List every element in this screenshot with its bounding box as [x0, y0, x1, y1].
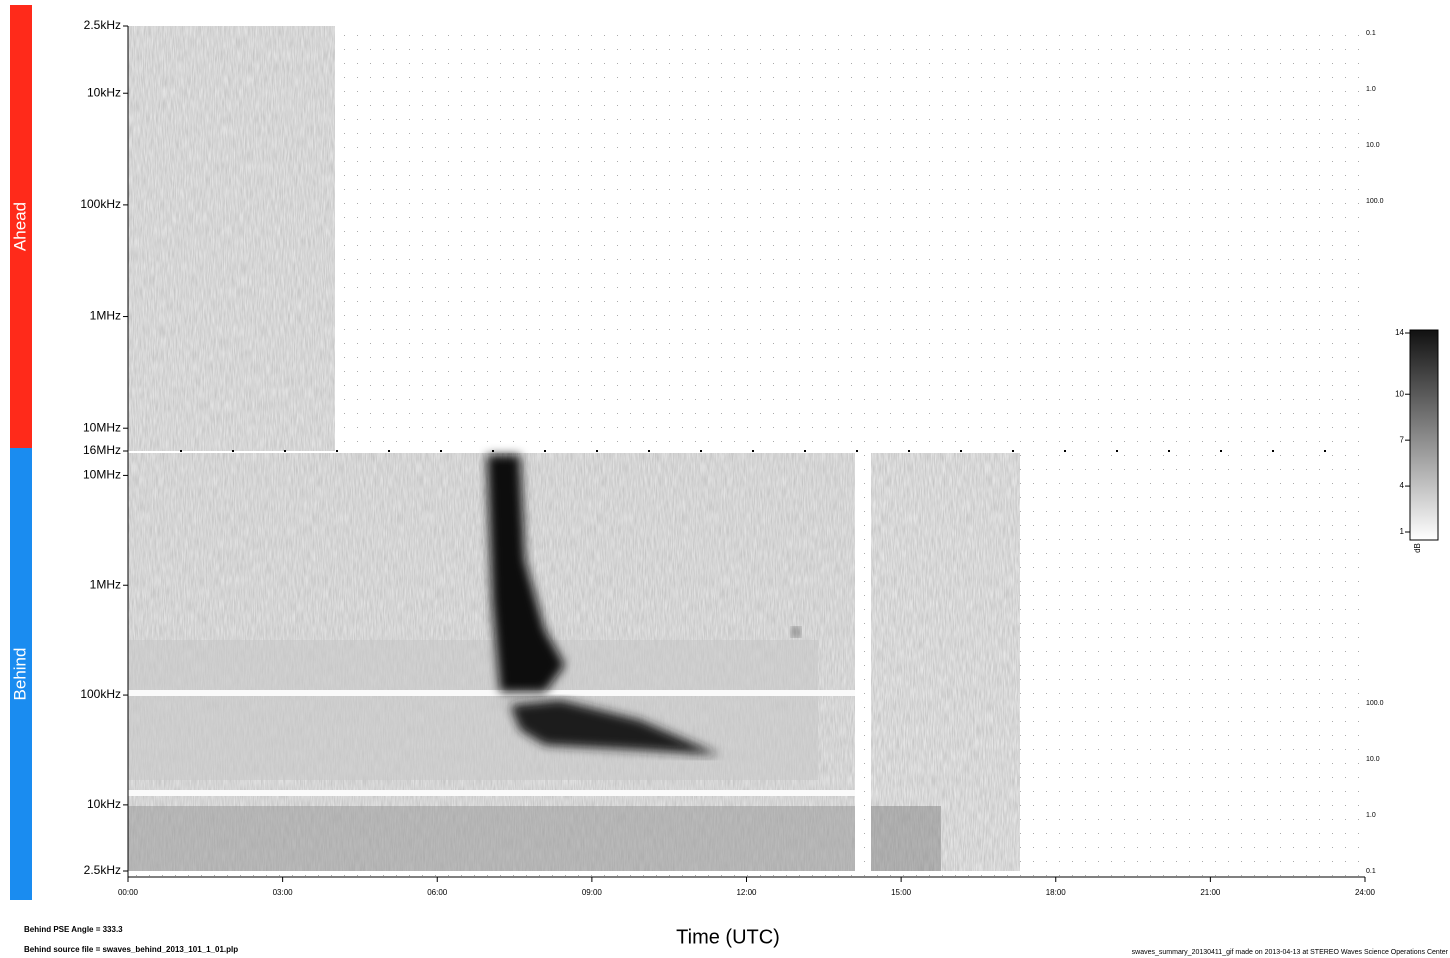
separator-dot: [232, 450, 234, 452]
right-label: 0.1: [1366, 30, 1376, 37]
y-tick-label: 100kHz: [80, 197, 121, 211]
x-tick-label: 15:00: [891, 888, 912, 897]
y-tick-label: 2.5kHz: [84, 863, 121, 877]
separator-dot: [440, 450, 442, 452]
y-tick-label: 10MHz: [83, 468, 121, 482]
separator-dot: [700, 450, 702, 452]
y-tick-label: 2.5kHz: [84, 18, 121, 32]
right-label: 100.0: [1366, 700, 1384, 707]
colorbar-unit: dB: [1413, 543, 1422, 553]
x-axis-title: Time (UTC): [676, 926, 780, 948]
right-label: 10.0: [1366, 756, 1380, 763]
footer-note: Behind source file = swaves_behind_2013_…: [24, 945, 238, 954]
separator-dot: [908, 450, 910, 452]
separator-dot: [336, 450, 338, 452]
separator-dot: [1116, 450, 1118, 452]
separator-dot: [544, 450, 546, 452]
x-tick-label: 24:00: [1355, 888, 1376, 897]
footer-note: swaves_summary_20130411_gif made on 2013…: [1132, 949, 1449, 956]
x-tick-label: 18:00: [1046, 888, 1067, 897]
x-tick-label: 03:00: [273, 888, 294, 897]
x-tick-label: 21:00: [1200, 888, 1221, 897]
colorbar-label: 10: [1395, 389, 1404, 398]
separator-dot: [388, 450, 390, 452]
panel-bar: [10, 5, 32, 448]
y-tick-label: 10MHz: [83, 420, 121, 434]
separator-dot: [856, 450, 858, 452]
separator-dot: [1272, 450, 1274, 452]
spectrogram: [128, 26, 1020, 871]
x-tick-label: 09:00: [582, 888, 603, 897]
panel-label: Behind: [10, 648, 29, 701]
separator-dot: [1324, 450, 1326, 452]
separator-dot: [960, 450, 962, 452]
footer-note: Behind PSE Angle = 333.3: [24, 925, 123, 934]
separator-dot: [492, 450, 494, 452]
colorbar-label: 7: [1400, 435, 1405, 444]
separator-dot: [752, 450, 754, 452]
separator-dot: [284, 450, 286, 452]
y-tick-label: 100kHz: [80, 687, 121, 701]
separator-dot: [596, 450, 598, 452]
separator-dot: [1012, 450, 1014, 452]
separator-dot: [1064, 450, 1066, 452]
y-tick-label: 10kHz: [87, 85, 121, 99]
separator-dot: [804, 450, 806, 452]
separator-dot: [180, 450, 182, 452]
right-label: 100.0: [1366, 198, 1384, 205]
right-label: 0.1: [1366, 868, 1376, 875]
colorbar-label: 1: [1400, 527, 1405, 536]
x-tick-label: 12:00: [736, 888, 757, 897]
separator-dot: [1168, 450, 1170, 452]
right-label: 1.0: [1366, 86, 1376, 93]
x-tick-label: 06:00: [427, 888, 448, 897]
separator-dot: [648, 450, 650, 452]
y-tick-label: 1MHz: [90, 577, 121, 591]
colorbar-label: 4: [1400, 481, 1405, 490]
panel-bar: [10, 448, 32, 900]
colorbar: [1409, 329, 1439, 541]
right-label: 10.0: [1366, 142, 1380, 149]
y-tick-label: 16MHz: [83, 443, 121, 457]
y-tick-label: 1MHz: [90, 309, 121, 323]
y-tick-label: 10kHz: [87, 797, 121, 811]
separator-dot: [1220, 450, 1222, 452]
panel-label: Ahead: [10, 202, 29, 251]
x-tick-label: 00:00: [118, 888, 139, 897]
right-label: 1.0: [1366, 812, 1376, 819]
colorbar-label: 14: [1395, 328, 1404, 337]
